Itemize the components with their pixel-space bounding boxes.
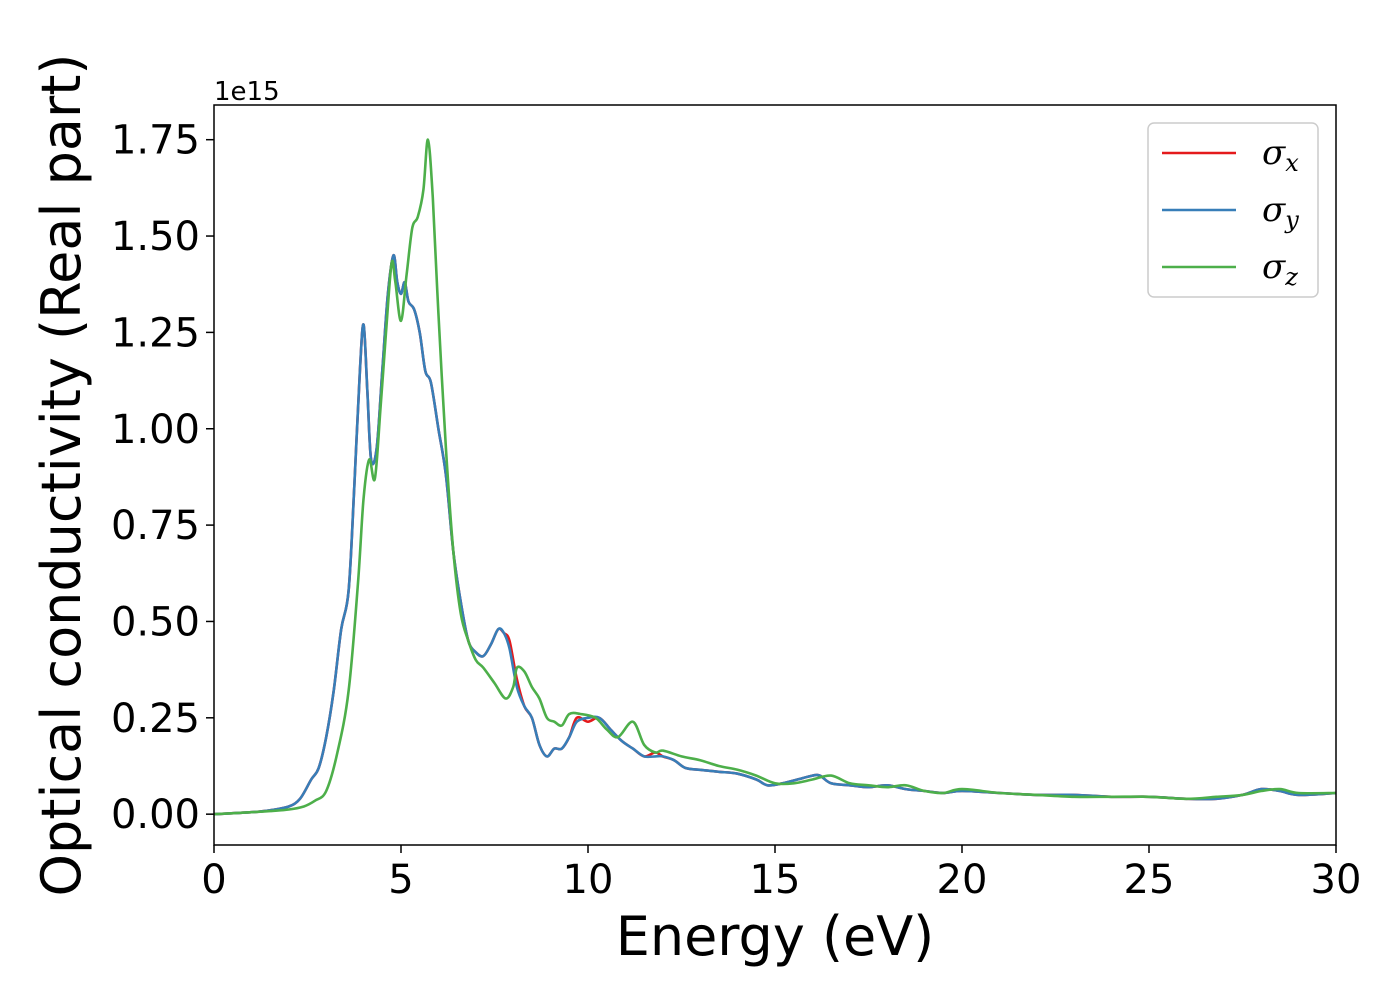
y-tick-label: 1.50: [111, 214, 200, 260]
x-tick-label: 30: [1311, 857, 1362, 903]
y-tick-label: 1.75: [111, 118, 200, 164]
y-axis-label: Optical conductivity (Real part): [30, 54, 93, 897]
x-axis-label: Energy (eV): [616, 905, 935, 968]
y-offset-label: 1e15: [214, 77, 280, 107]
x-tick-label: 20: [937, 857, 988, 903]
series-line-z: [214, 138, 1336, 816]
series-layer: [214, 138, 1336, 816]
y-tick-label: 0.00: [111, 792, 200, 838]
x-axis: 0 5 10 15 20 25 30: [201, 845, 1361, 903]
legend-label-x: σx: [1262, 133, 1299, 177]
series-line-y: [214, 253, 1336, 816]
legend-label-y: σy: [1262, 190, 1299, 234]
y-tick-label: 1.00: [111, 407, 200, 453]
legend: σx σy σz: [1147, 122, 1319, 298]
y-tick-label: 0.75: [111, 503, 200, 549]
legend-label-z: σz: [1262, 247, 1298, 291]
y-tick-label: 0.50: [111, 599, 200, 645]
y-tick-label: 1.25: [111, 310, 200, 356]
x-tick-label: 25: [1124, 857, 1175, 903]
x-tick-label: 10: [563, 857, 614, 903]
x-tick-label: 5: [388, 857, 413, 903]
x-tick-label: 15: [750, 857, 801, 903]
x-tick-label: 0: [201, 857, 226, 903]
y-axis: 0.00 0.25 0.50 0.75 1.00 1.25 1.50 1.75: [111, 118, 214, 838]
y-tick-label: 0.25: [111, 696, 200, 742]
